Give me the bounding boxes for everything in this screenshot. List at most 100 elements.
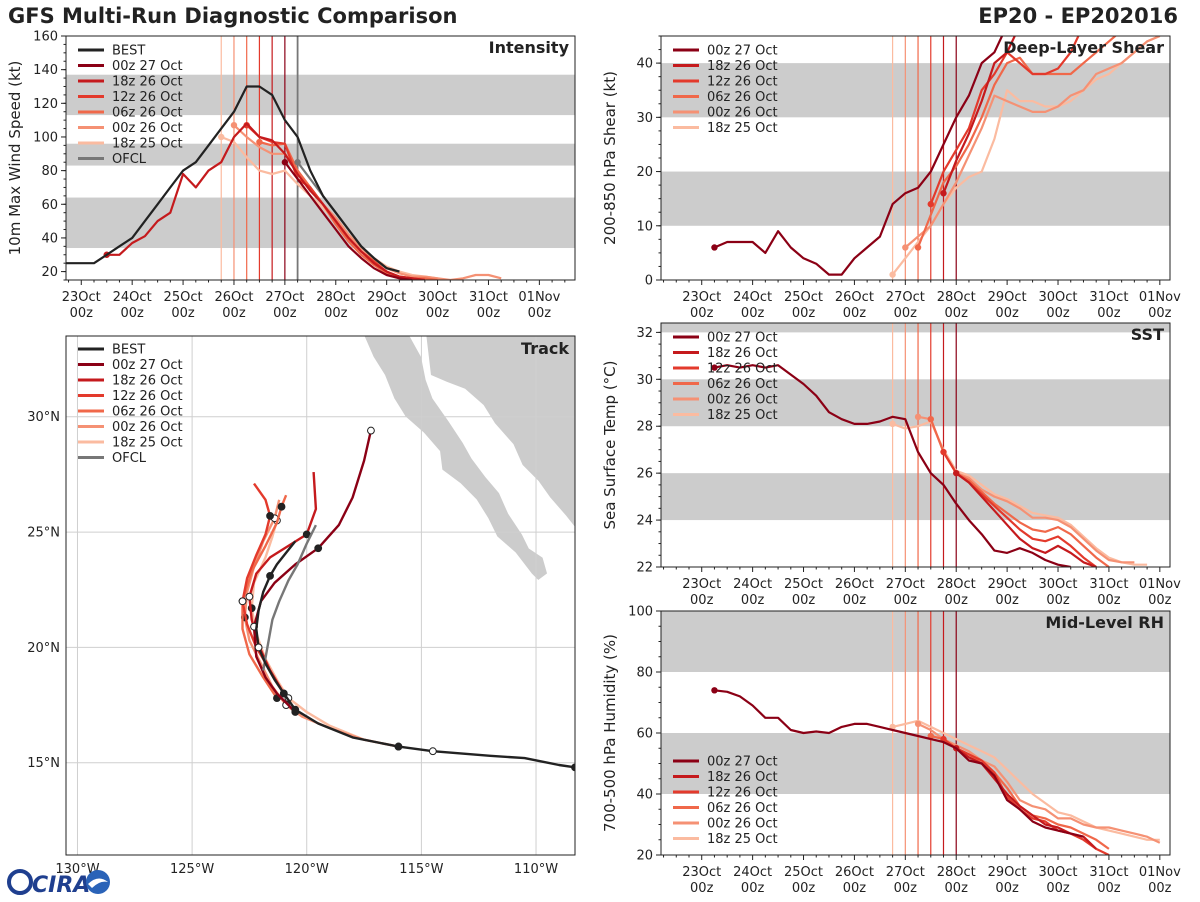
track-lat-label: 25°N	[27, 526, 60, 541]
track-legend-label-06z-26-oct: 06z 26 Oct	[112, 405, 183, 420]
track-panel: 130°W 125°W 120°W 115°W 110°W 15°N 20°N 25°N 30°…	[27, 335, 576, 877]
mainland-mexico-land	[425, 336, 575, 529]
shear-xtick-hour-label: 00z	[894, 306, 918, 321]
rh-xtick-hour-label: 00z	[792, 881, 816, 896]
shear-xtick-day-label: 24Oct	[733, 290, 772, 305]
rh-xtick-day-label: 30Oct	[1039, 865, 1078, 880]
track-position-marker	[428, 747, 437, 756]
intensity-panel: 2040608010012014016023Oct00z24Oct00z25Oc…	[6, 30, 576, 321]
sst-init-dot-06z-26-oct	[927, 415, 934, 423]
track-legend-label-18z-26-oct: 18z 26 Oct	[112, 374, 183, 389]
shear-panel: 01020304023Oct00z24Oct00z25Oct00z26Oct00…	[601, 35, 1181, 321]
rh-ytick-label: 40	[636, 788, 653, 803]
rh-xtick-hour-label: 00z	[843, 881, 867, 896]
intensity-ytick-label: 40	[41, 231, 58, 246]
track-position-marker	[245, 592, 254, 601]
rh-title: Mid-Level RH	[1045, 613, 1164, 632]
intensity-xtick-day-label: 27Oct	[265, 290, 304, 305]
intensity-init-dot-06z-26-oct	[256, 138, 263, 146]
track-series-ofcl	[262, 524, 317, 671]
track-legend-label-18z-25-oct: 18z 25 Oct	[112, 436, 183, 451]
shear-xtick-day-label: 23Oct	[682, 290, 721, 305]
sst-frame	[660, 322, 1171, 568]
intensity-xtick-day-label: 23Oct	[62, 290, 101, 305]
rh-xtick-day-label: 28Oct	[937, 865, 976, 880]
track-legend-label-best: BEST	[112, 343, 145, 358]
intensity-band-2	[66, 74, 575, 116]
rh-xtick-hour-label: 00z	[690, 881, 714, 896]
shear-xtick-day-label: 25Oct	[784, 290, 823, 305]
rh-xtick-day-label: 23Oct	[682, 865, 721, 880]
figure-title: GFS Multi-Run Diagnostic Comparison	[8, 4, 458, 28]
intensity-xtick-hour-label: 00z	[324, 306, 348, 321]
rh-legend-label-00z-26-oct: 00z 26 Oct	[707, 817, 778, 832]
rh-xtick-hour-label: 00z	[741, 881, 765, 896]
intensity-legend-label-12z-26-oct: 12z 26 Oct	[112, 90, 183, 105]
rh-plot-area	[661, 611, 1170, 855]
sst-xtick-day-label: 26Oct	[835, 577, 874, 592]
track-legend-label-ofcl: OFCL	[112, 451, 147, 466]
shear-xtick-day-label: 29Oct	[988, 290, 1027, 305]
sst-xtick-hour-label: 00z	[690, 593, 714, 608]
intensity-band-1	[66, 143, 575, 166]
sst-xtick-day-label: 27Oct	[886, 577, 925, 592]
intensity-title: Intensity	[489, 38, 570, 57]
rh-ytick-label: 20	[636, 849, 653, 864]
sst-xtick-day-label: 01Nov	[1139, 577, 1181, 592]
rh-panel: 2040608010023Oct00z24Oct00z25Oct00z26Oct…	[601, 605, 1181, 897]
rh-xtick-hour-label: 00z	[1097, 881, 1121, 896]
sst-init-dot-18z-26-oct	[953, 469, 960, 477]
track-lon-label: 125°W	[170, 862, 214, 877]
shear-series-12z-26-oct	[929, 36, 1080, 205]
track-series-00z-27-oct	[252, 430, 373, 713]
rh-xtick-day-label: 29Oct	[988, 865, 1027, 880]
intensity-ytick-label: 80	[41, 164, 58, 179]
sst-plot-area	[661, 323, 1170, 567]
intensity-xtick-day-label: 30Oct	[418, 290, 457, 305]
intensity-legend-label-18z-25-oct: 18z 25 Oct	[112, 137, 183, 152]
sst-ytick-label: 30	[636, 373, 653, 388]
sst-xtick-day-label: 31Oct	[1089, 577, 1128, 592]
sst-band-0	[661, 473, 1170, 521]
storm-id-title: EP20 - EP202016	[978, 4, 1178, 28]
rh-xtick-day-label: 25Oct	[784, 865, 823, 880]
rh-legend-label-18z-25-oct: 18z 25 Oct	[707, 832, 778, 847]
track-frame	[65, 335, 576, 856]
sst-init-dot-00z-26-oct	[914, 413, 922, 421]
cira-logo-ring	[7, 869, 33, 895]
rh-xtick-hour-label: 00z	[894, 881, 918, 896]
intensity-xtick-day-label: 01Nov	[518, 290, 560, 305]
shear-legend-label-18z-25-oct: 18z 25 Oct	[707, 121, 778, 136]
shear-xtick-day-label: 01Nov	[1139, 290, 1181, 305]
sst-series-00z-27-oct	[714, 364, 1071, 567]
sst-ytick-label: 28	[636, 420, 653, 435]
track-position-marker	[277, 502, 286, 511]
intensity-ytick-label: 160	[33, 30, 58, 45]
intensity-init-dot-00z-26-oct	[230, 121, 238, 129]
shear-init-dot-00z-27-oct	[711, 244, 718, 251]
track-lat-label: 30°N	[27, 410, 60, 425]
intensity-ytick-label: 20	[41, 265, 58, 280]
rh-init-dot-00z-26-oct	[914, 720, 922, 728]
sst-init-dot-18z-25-oct	[889, 420, 896, 428]
sst-xtick-day-label: 30Oct	[1039, 577, 1078, 592]
sst-band-2	[661, 323, 1170, 333]
intensity-xtick-hour-label: 00z	[120, 306, 144, 321]
track-position-marker	[367, 426, 375, 435]
shear-legend-label-18z-26-oct: 18z 26 Oct	[707, 59, 778, 74]
shear-xtick-hour-label: 00z	[1148, 306, 1172, 321]
rh-xtick-hour-label: 00z	[945, 881, 969, 896]
cira-logo: CIRA	[6, 868, 116, 902]
shear-xtick-hour-label: 00z	[792, 306, 816, 321]
intensity-init-dot-18z-25-oct	[218, 133, 225, 141]
track-lon-label: 110°W	[514, 862, 558, 877]
intensity-xtick-day-label: 25Oct	[164, 290, 203, 305]
track-series-best	[255, 540, 575, 769]
rh-band-1	[661, 611, 1170, 672]
intensity-ytick-label: 120	[33, 97, 58, 112]
sst-xtick-hour-label: 00z	[995, 593, 1019, 608]
intensity-xtick-day-label: 24Oct	[113, 290, 152, 305]
shear-xtick-day-label: 27Oct	[886, 290, 925, 305]
intensity-legend-label-00z-27-oct: 00z 27 Oct	[112, 59, 183, 74]
